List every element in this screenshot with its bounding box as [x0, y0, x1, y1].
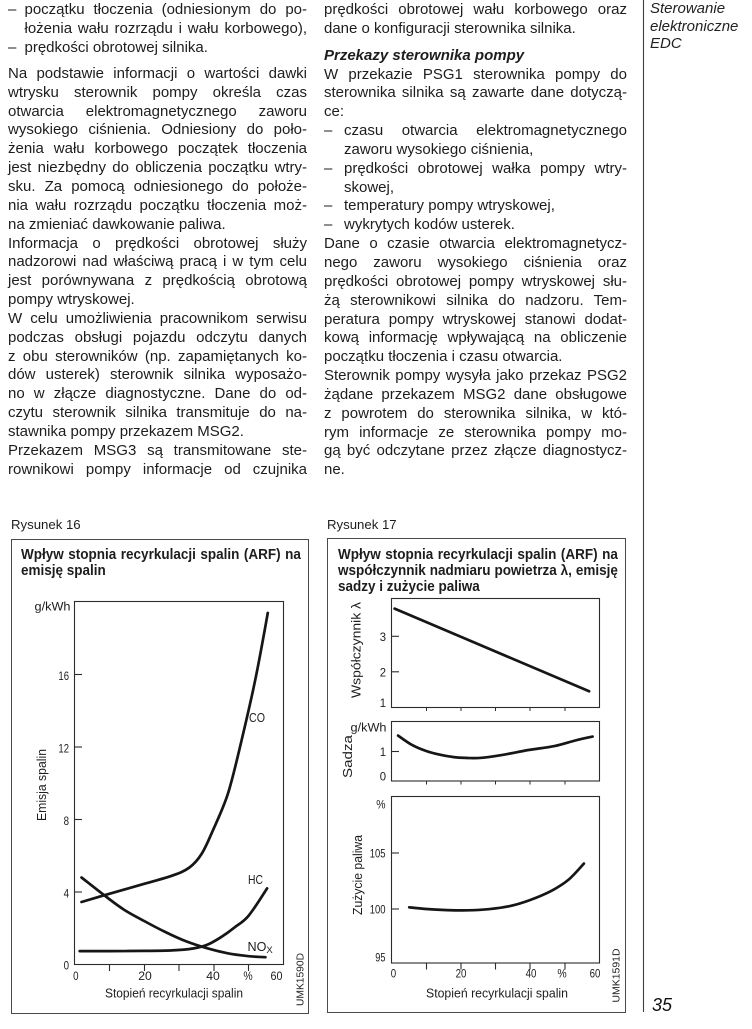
svg-text:Stopień recyrkulacji spalin: Stopień recyrkulacji spalin — [105, 986, 243, 1001]
svg-text:20: 20 — [456, 967, 467, 981]
svg-text:Współczynnik λ: Współczynnik λ — [349, 601, 364, 698]
svg-text:%: % — [243, 969, 252, 983]
svg-text:1: 1 — [380, 745, 386, 759]
svg-text:40: 40 — [206, 969, 220, 983]
svg-text:40: 40 — [526, 967, 537, 981]
svg-text:Stopień recyrkulacji spalin: Stopień recyrkulacji spalin — [426, 986, 568, 1001]
svg-text:g/kWh: g/kWh — [35, 600, 71, 614]
svg-text:105: 105 — [370, 847, 386, 861]
svg-text:60: 60 — [590, 967, 601, 981]
svg-text:Sadza: Sadza — [340, 734, 355, 778]
svg-text:UMK1591D: UMK1591D — [612, 949, 623, 1003]
svg-text:100: 100 — [370, 903, 386, 917]
svg-text:1: 1 — [380, 696, 386, 710]
svg-text:0: 0 — [73, 969, 79, 983]
svg-text:0: 0 — [64, 959, 70, 973]
svg-text:3: 3 — [380, 630, 387, 644]
svg-text:%: % — [557, 967, 567, 981]
svg-text:%: % — [376, 798, 386, 812]
svg-text:2: 2 — [380, 666, 386, 680]
svg-text:Zużycie paliwa: Zużycie paliwa — [350, 834, 365, 915]
svg-text:8: 8 — [64, 814, 70, 828]
svg-text:12: 12 — [58, 742, 69, 756]
svg-text:NOX: NOX — [248, 940, 274, 956]
svg-text:CO: CO — [249, 711, 265, 725]
svg-text:Emisja spalin: Emisja spalin — [34, 749, 49, 821]
svg-text:UMK1590D: UMK1590D — [296, 953, 307, 1006]
svg-text:60: 60 — [271, 969, 283, 983]
svg-text:HC: HC — [248, 873, 263, 887]
svg-text:g/kWh: g/kWh — [351, 721, 387, 735]
svg-text:4: 4 — [64, 887, 70, 901]
svg-text:95: 95 — [375, 951, 386, 965]
svg-text:0: 0 — [380, 770, 387, 784]
svg-text:20: 20 — [138, 969, 152, 983]
svg-text:16: 16 — [58, 669, 69, 683]
svg-text:0: 0 — [391, 967, 397, 981]
